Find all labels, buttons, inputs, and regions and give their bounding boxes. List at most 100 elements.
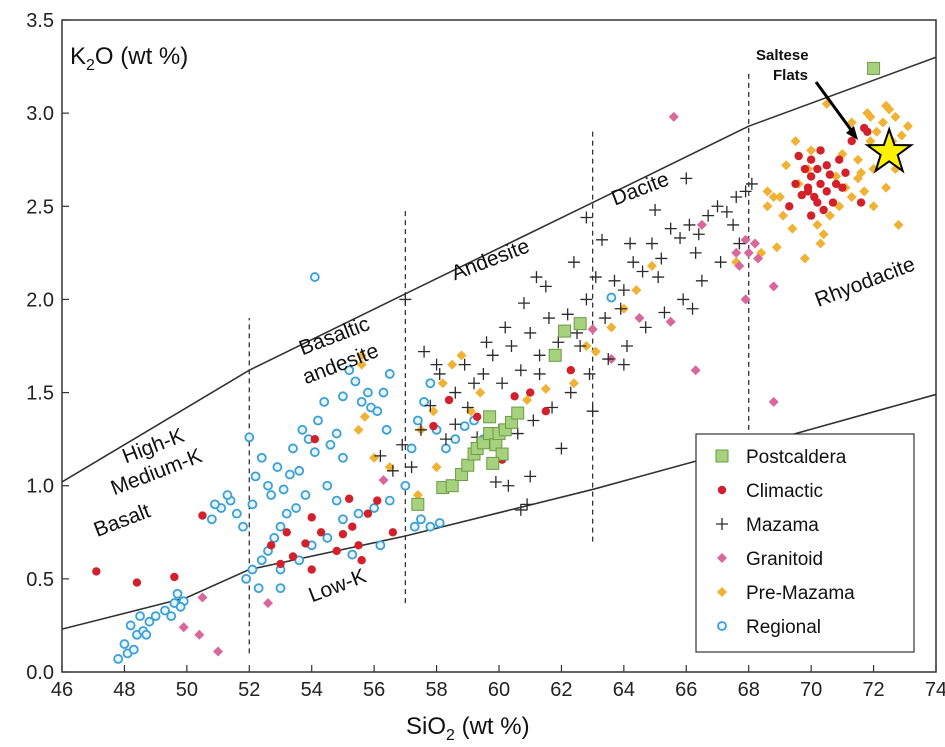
regional-point: [288, 443, 298, 454]
climactic-point: [835, 155, 844, 164]
climactic-point: [354, 541, 363, 550]
postcaldera-point: [483, 410, 497, 424]
mazama-point: [486, 349, 499, 362]
pre-mazama-point: [856, 167, 867, 178]
mazama-point: [533, 349, 546, 362]
mazama-point: [546, 401, 559, 414]
climactic-point: [822, 161, 831, 170]
pre-mazama-point: [790, 136, 801, 147]
climactic-point: [828, 198, 838, 207]
mazama-point: [552, 336, 565, 349]
x-tick-label: 52: [238, 679, 260, 701]
granitoid-point: [696, 219, 707, 230]
mazama-point: [627, 256, 640, 269]
x-tick-label: 66: [675, 679, 697, 701]
climactic-point: [806, 211, 816, 220]
granitoid-point: [178, 622, 189, 633]
climactic-point: [806, 155, 816, 164]
regional-point: [322, 532, 333, 543]
mazama-point: [524, 470, 537, 483]
regional-point: [247, 499, 258, 510]
pre-mazama-point: [881, 182, 892, 193]
regional-point: [256, 555, 267, 566]
y-tick-label: 0.0: [26, 662, 54, 684]
mazama-point: [530, 271, 543, 284]
climactic-point: [794, 151, 803, 161]
regional-point: [325, 439, 336, 450]
granitoid-point: [731, 247, 742, 258]
climactic-point: [813, 164, 822, 174]
climactic-point: [841, 168, 850, 177]
legend-marker: [717, 485, 727, 495]
legend-label: Postcaldera: [746, 447, 847, 468]
mazama-point: [521, 498, 534, 511]
mazama-point: [739, 185, 752, 198]
x-tick-label: 64: [613, 679, 635, 701]
climactic-point: [344, 494, 354, 503]
postcaldera-point: [411, 497, 425, 511]
regional-point: [291, 503, 302, 513]
regional-point: [309, 447, 320, 458]
climactic-point: [819, 205, 828, 215]
climactic-point: [266, 541, 276, 550]
climactic-point: [307, 513, 316, 522]
regional-point: [331, 495, 342, 506]
regional-point: [206, 514, 217, 525]
x-axis-ticks: 46 48 50 52 54 56 58 60 62 64 66 68 70 72 74: [51, 665, 945, 701]
regional-point: [172, 588, 183, 599]
regional-point: [416, 514, 426, 525]
mazama-point: [468, 377, 481, 390]
mazama-point: [524, 326, 537, 339]
regional-point: [275, 583, 286, 594]
pre-mazama-point: [359, 411, 370, 422]
climactic-point: [357, 556, 366, 565]
y-tick-label: 2.5: [26, 196, 54, 218]
mazama-point: [517, 297, 530, 310]
pre-mazama-point: [846, 191, 857, 202]
regional-point: [275, 521, 286, 532]
pre-mazama-point: [437, 378, 448, 389]
granitoid-point: [194, 629, 205, 640]
regional-point: [135, 611, 145, 622]
regional-point: [378, 387, 389, 398]
climactic-point: [816, 179, 825, 189]
climactic-point: [472, 412, 482, 421]
legend-marker: [717, 587, 727, 597]
x-tick-label: 60: [488, 679, 510, 701]
regional-point: [175, 601, 186, 612]
mazama-point: [711, 200, 724, 213]
mazama-point: [586, 405, 599, 418]
mazama-point: [580, 293, 593, 306]
mazama-point: [599, 312, 612, 325]
mazama-point: [449, 386, 462, 399]
mazama-point: [564, 386, 577, 399]
x-tick-label: 68: [738, 679, 760, 701]
mazama-point: [680, 172, 693, 185]
climactic-point: [791, 179, 800, 189]
climactic-point: [822, 187, 831, 196]
legend-marker: [717, 553, 727, 563]
mazama-point: [533, 367, 546, 380]
pre-mazama-point: [356, 359, 367, 370]
regional-point: [253, 583, 264, 594]
granitoid-point: [668, 111, 679, 122]
regional-point: [372, 406, 383, 417]
x-tick-label: 70: [800, 679, 822, 701]
climactic-point: [301, 539, 310, 548]
pre-mazama-point: [356, 350, 367, 361]
pre-mazama-point: [762, 186, 773, 197]
regional-point: [425, 378, 436, 389]
regional-point: [331, 428, 342, 439]
regional-point: [459, 421, 470, 432]
regional-point: [384, 369, 395, 379]
x-tick-label: 62: [550, 679, 572, 701]
climactic-point: [310, 434, 320, 444]
mazama-point: [664, 222, 677, 235]
regional-point: [353, 508, 364, 519]
mazama-point: [480, 336, 493, 349]
climactic-point: [806, 172, 816, 181]
regional-point: [606, 292, 617, 303]
pre-mazama-point: [768, 191, 779, 202]
pre-mazama-point: [762, 201, 773, 212]
climactic-point: [803, 187, 813, 196]
